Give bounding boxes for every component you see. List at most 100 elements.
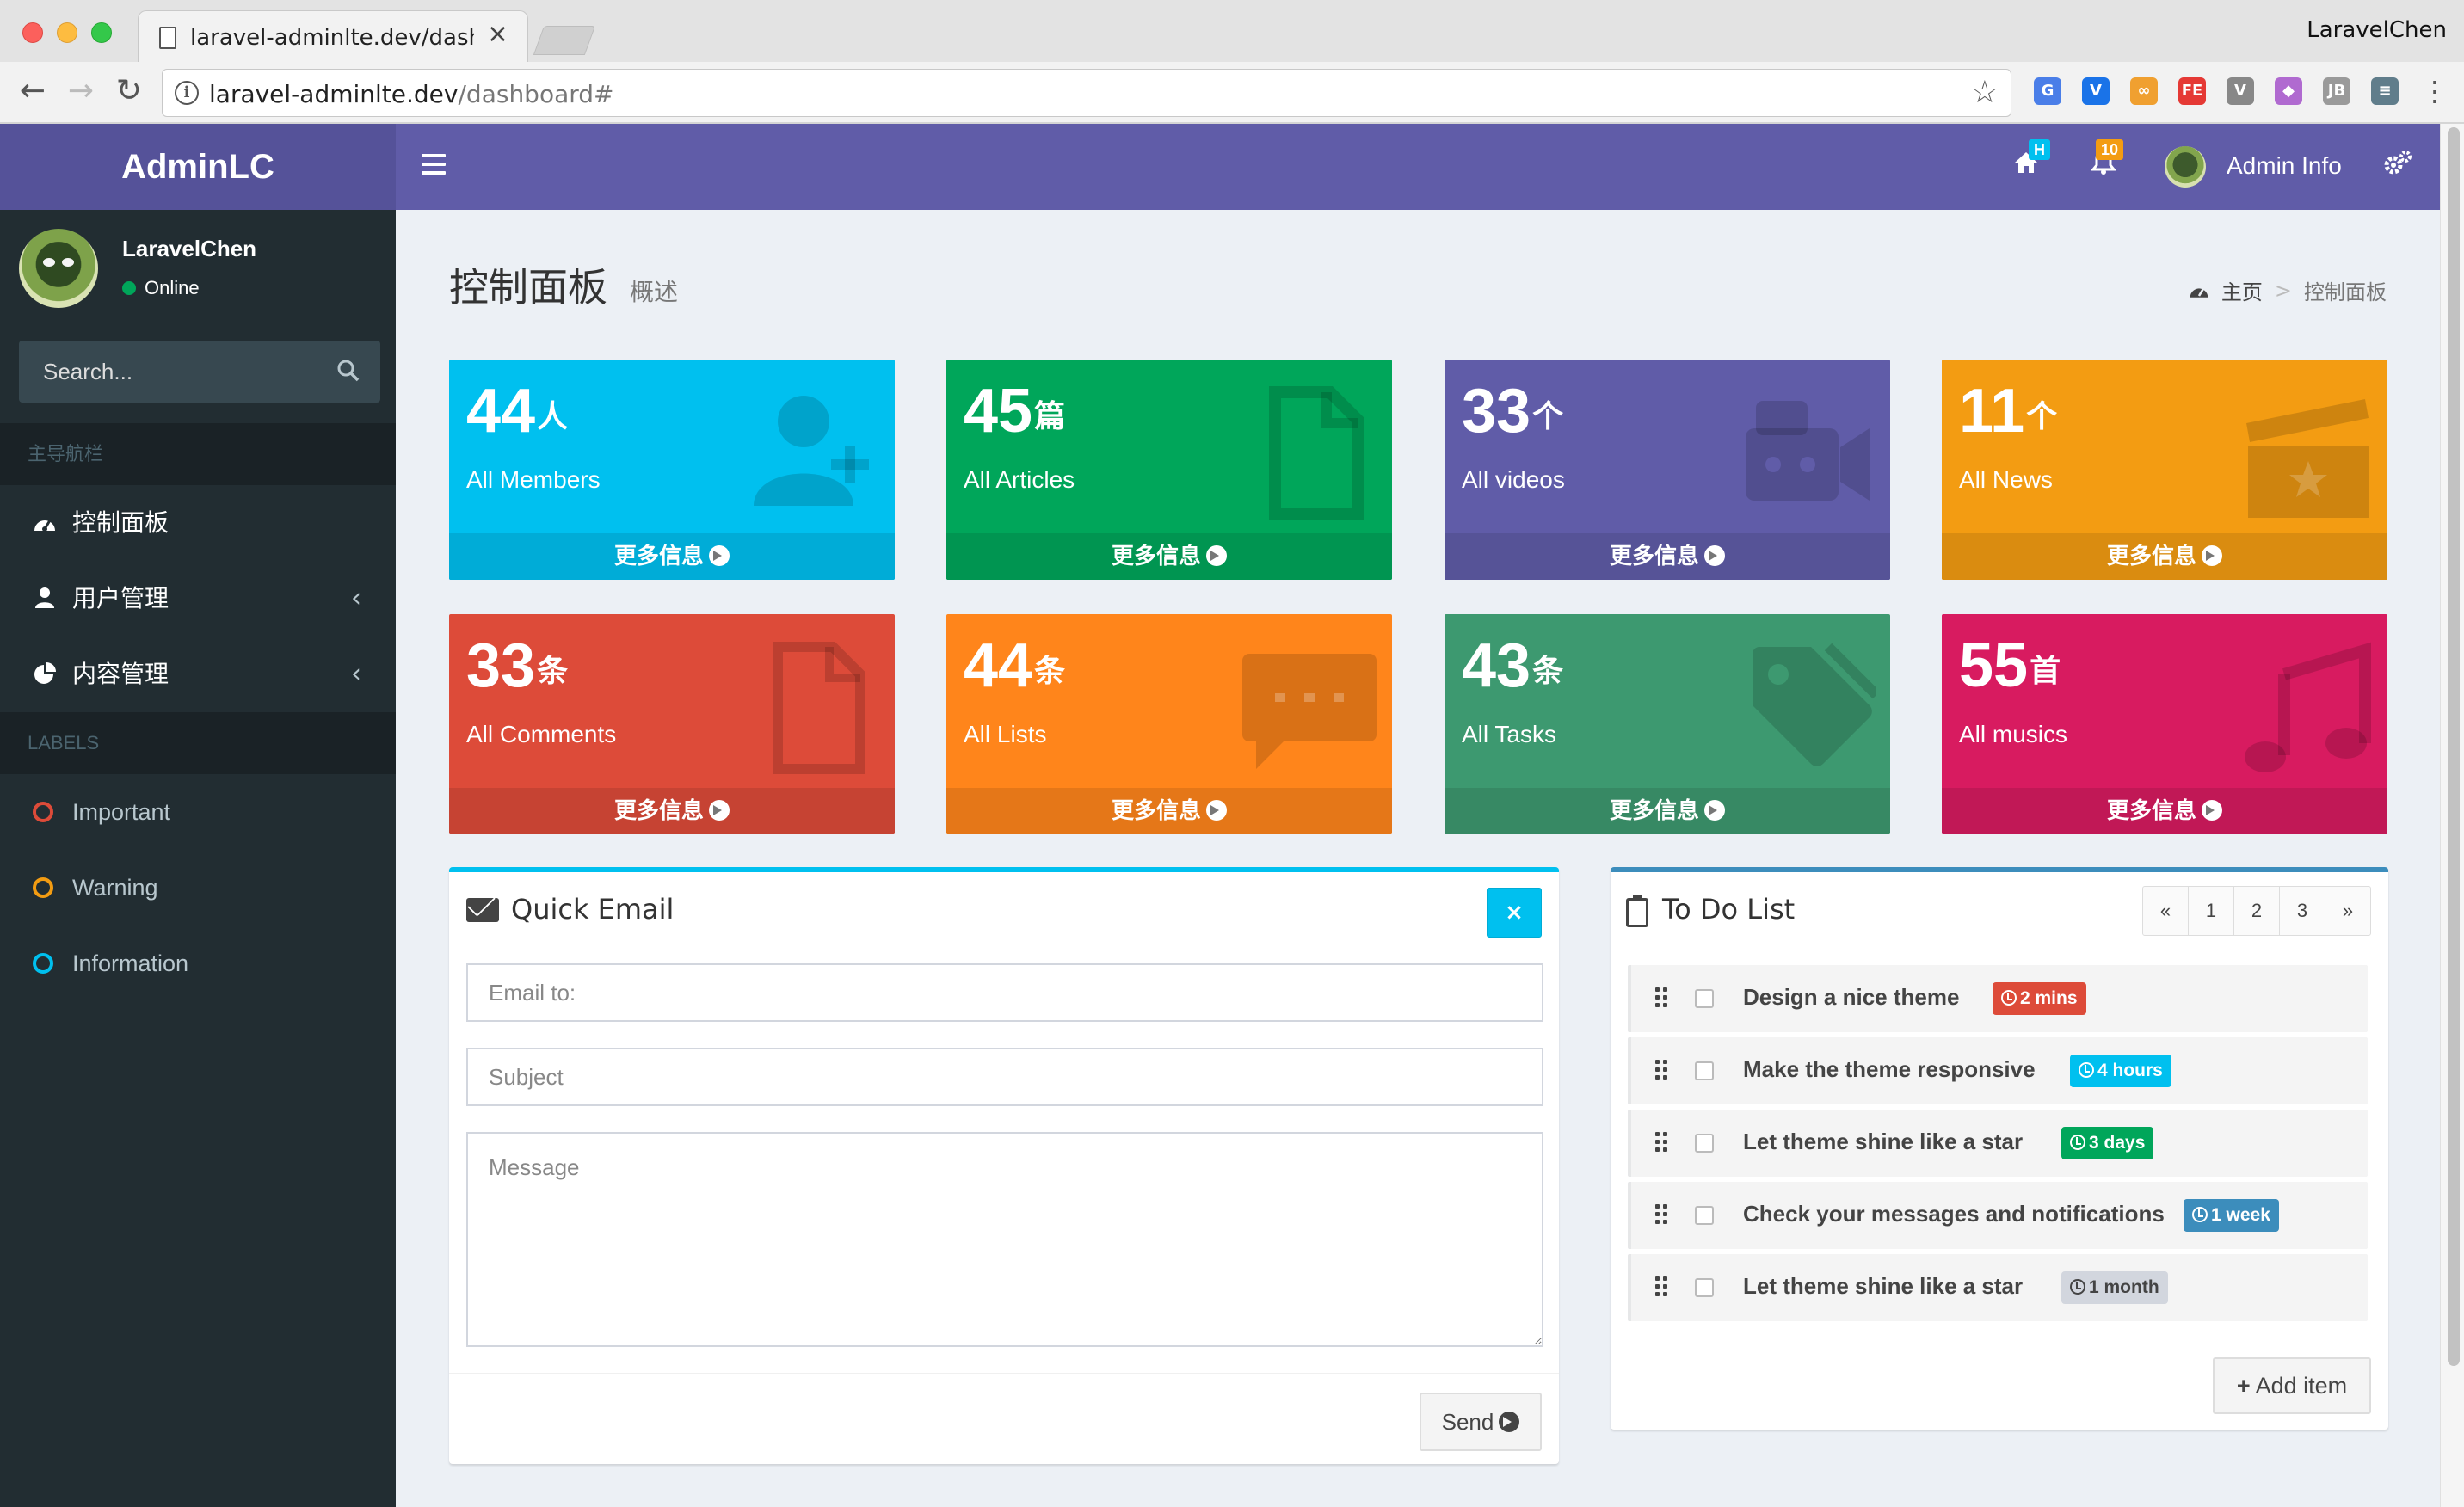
menu-kebab-icon[interactable]: ⋮ [2421, 75, 2449, 108]
todo-item[interactable]: Let theme shine like a star 3 days [1628, 1110, 2368, 1177]
page-scrollbar[interactable] [2440, 124, 2464, 1507]
browser-tab[interactable]: laravel-adminlte.dev/dashboard × [138, 10, 528, 62]
todo-checkbox[interactable] [1695, 989, 1714, 1008]
more-info-link[interactable]: 更多信息 [1445, 533, 1890, 580]
clipboard-icon [1626, 895, 1648, 927]
sidebar-label-text: Warning [72, 875, 158, 901]
scrollbar-thumb[interactable] [2448, 127, 2460, 1366]
bookmark-star-icon[interactable]: ☆ [1970, 75, 1999, 110]
tab-close-button[interactable]: × [486, 19, 508, 49]
stat-label: All musics [1959, 721, 2068, 747]
drag-handle-icon[interactable] [1655, 1276, 1671, 1297]
window-zoom-button[interactable] [91, 22, 112, 43]
drag-handle-icon[interactable] [1655, 1060, 1671, 1080]
fe-ext-icon[interactable]: FE [2178, 77, 2206, 105]
user-status[interactable]: Online [122, 277, 200, 299]
translate-ext-icon[interactable]: G [2034, 77, 2061, 105]
info-icon[interactable]: i [175, 81, 199, 105]
sidebar-label-important[interactable]: Important [0, 774, 396, 850]
sidebar-label-warning[interactable]: Warning [0, 850, 396, 926]
pagination-page-3[interactable]: 3 [2279, 886, 2325, 936]
breadcrumb-home[interactable]: 主页 [2221, 280, 2263, 304]
sidebar-item-label: 控制面板 [72, 508, 169, 537]
pagination-page-2[interactable]: 2 [2233, 886, 2280, 936]
todo-text: Make the theme responsive [1743, 1056, 2036, 1082]
more-info-link[interactable]: 更多信息 [946, 533, 1392, 580]
sidebar-label-information[interactable]: Information [0, 926, 396, 1001]
more-info-link[interactable]: 更多信息 [1445, 788, 1890, 834]
window-minimize-button[interactable] [57, 22, 77, 43]
drag-handle-icon[interactable] [1655, 1132, 1671, 1153]
more-info-link[interactable]: 更多信息 [1942, 533, 2387, 580]
url-text[interactable]: laravel-adminlte.dev/dashboard# [209, 80, 614, 108]
new-tab-button[interactable] [533, 26, 596, 55]
more-info-link[interactable]: 更多信息 [449, 788, 895, 834]
stat-unit: 个 [2026, 398, 2058, 434]
color-ext-icon[interactable]: ◆ [2275, 77, 2302, 105]
time-badge: 4 hours [2070, 1055, 2171, 1087]
vue-ext-icon[interactable]: V [2227, 77, 2254, 105]
envelope-icon [466, 898, 499, 922]
close-button[interactable]: × [1487, 888, 1542, 938]
todo-item[interactable]: Check your messages and notifications 1 … [1628, 1182, 2368, 1249]
browser-profile-name[interactable]: LaravelChen [2307, 17, 2447, 43]
stat-number: 44条 [964, 630, 1065, 702]
drag-handle-icon[interactable] [1655, 987, 1671, 1008]
breadcrumb-current: 控制面板 [2304, 280, 2387, 304]
gears-icon[interactable] [2383, 150, 2412, 185]
message-field[interactable] [466, 1132, 1543, 1347]
sidebar-item-users[interactable]: 用户管理 ‹ [0, 561, 396, 637]
send-button[interactable]: Send [1420, 1393, 1542, 1451]
todo-item[interactable]: Design a nice theme 2 mins [1628, 965, 2368, 1032]
stat-value: 44 [466, 377, 536, 446]
todo-checkbox[interactable] [1695, 1206, 1714, 1225]
stat-box-members: 44人 All Members 更多信息 [449, 360, 895, 580]
more-info-label: 更多信息 [2106, 544, 2196, 569]
pagination-next[interactable]: » [2325, 886, 2371, 936]
stat-number: 45篇 [964, 375, 1065, 447]
email-to-field[interactable] [466, 963, 1543, 1022]
user-plus-icon [754, 396, 869, 506]
sidebar-search [19, 341, 380, 403]
vimium-ext-icon[interactable]: V [2082, 77, 2110, 105]
reload-icon[interactable]: ↻ [115, 73, 143, 108]
avatar[interactable] [2165, 146, 2206, 188]
sidebar-toggle-icon[interactable] [422, 154, 446, 175]
sidebar-item-dashboard[interactable]: 控制面板 [0, 485, 396, 561]
browser-chrome: laravel-adminlte.dev/dashboard × Laravel… [0, 0, 2464, 124]
todo-checkbox[interactable] [1695, 1061, 1714, 1080]
stat-label: All Articles [964, 466, 1075, 493]
arrow-circle-right-icon [709, 800, 730, 821]
search-icon[interactable] [337, 360, 360, 382]
circle-outline-icon [33, 877, 53, 898]
todo-checkbox[interactable] [1695, 1134, 1714, 1153]
address-bar[interactable]: i laravel-adminlte.dev/dashboard# ☆ [162, 69, 2011, 117]
add-item-button[interactable]: + Add item [2213, 1357, 2371, 1414]
jb-ext-icon[interactable]: JB [2323, 77, 2350, 105]
pagination-page-1[interactable]: 1 [2188, 886, 2234, 936]
page-subtitle: 概述 [630, 278, 679, 306]
user-menu-name[interactable]: Admin Info [2227, 152, 2342, 179]
more-info-link[interactable]: 更多信息 [449, 533, 895, 580]
todo-checkbox[interactable] [1695, 1278, 1714, 1297]
todo-item[interactable]: Let theme shine like a star 1 month [1628, 1254, 2368, 1321]
time-badge: 1 week [2184, 1199, 2279, 1232]
arrow-circle-right-icon [2202, 545, 2222, 566]
more-info-link[interactable]: 更多信息 [1942, 788, 2387, 834]
sidebar-labels-header: LABELS [0, 712, 396, 774]
time-badge-text: 4 hours [2097, 1061, 2163, 1080]
sidebar-search-input[interactable] [19, 341, 329, 403]
subject-field[interactable] [466, 1048, 1543, 1106]
db-ext-icon[interactable]: ≡ [2371, 77, 2399, 105]
more-info-link[interactable]: 更多信息 [946, 788, 1392, 834]
sidebar-item-content[interactable]: 内容管理 ‹ [0, 637, 396, 712]
window-close-button[interactable] [22, 22, 43, 43]
app-logo[interactable]: AdminLC [0, 124, 396, 210]
back-arrow-icon[interactable]: ← [19, 73, 46, 108]
loop-ext-icon[interactable]: ∞ [2130, 77, 2158, 105]
forward-arrow-icon[interactable]: → [67, 73, 95, 108]
time-badge-text: 1 month [2089, 1277, 2159, 1297]
todo-item[interactable]: Make the theme responsive 4 hours [1628, 1037, 2368, 1104]
pagination-prev[interactable]: « [2142, 886, 2189, 936]
drag-handle-icon[interactable] [1655, 1204, 1671, 1225]
